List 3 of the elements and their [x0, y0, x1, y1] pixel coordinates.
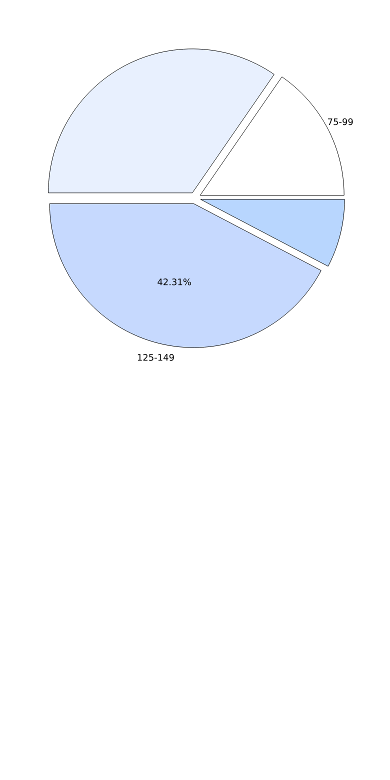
slice-label: 125-149	[138, 354, 174, 361]
data-label: 42.31%	[158, 278, 191, 286]
slice-label: 75-99	[328, 118, 353, 126]
